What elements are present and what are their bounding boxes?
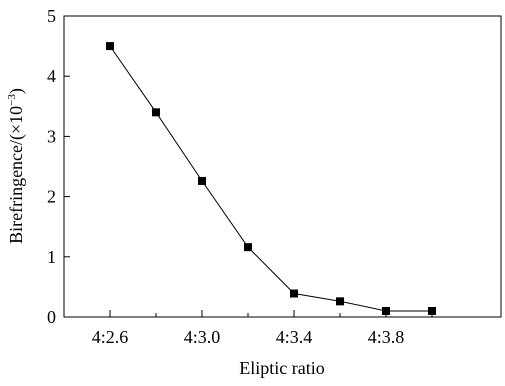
data-point <box>152 108 160 117</box>
y-tick-label: 1 <box>47 247 56 267</box>
ticks-layer: 0 1 2 3 4 5 4:2.6 4:3.0 4:3.4 4:3.8 <box>47 6 433 347</box>
data-point <box>198 176 206 185</box>
y-tick-label: 4 <box>47 66 56 86</box>
y-axis-label-main: Birefringence/(×10 <box>6 106 27 244</box>
y-axis-label-exponent: −3 <box>6 94 18 106</box>
y-tick-label: 3 <box>47 126 56 146</box>
series-line <box>109 45 432 312</box>
data-point <box>244 243 252 252</box>
y-tick-label: 2 <box>47 187 56 207</box>
y-tick-label: 0 <box>47 307 56 327</box>
x-tick-label: 4:3.4 <box>276 327 313 347</box>
y-axis-label: Birefringence/(×10−3) <box>6 88 27 244</box>
x-tick-label: 4:2.6 <box>92 327 129 347</box>
data-point <box>382 306 390 315</box>
plot-frame <box>63 15 502 318</box>
x-tick-label: 4:3.8 <box>368 327 405 347</box>
y-axis-label-close: ) <box>6 88 27 94</box>
data-point <box>290 289 298 298</box>
data-point <box>106 42 114 51</box>
data-point <box>336 297 344 306</box>
data-point <box>428 306 436 315</box>
x-axis-label: Eliptic ratio <box>239 358 324 378</box>
x-tick-label: 4:3.0 <box>184 327 221 347</box>
y-tick-label: 5 <box>47 6 56 26</box>
series-layer <box>106 42 436 315</box>
